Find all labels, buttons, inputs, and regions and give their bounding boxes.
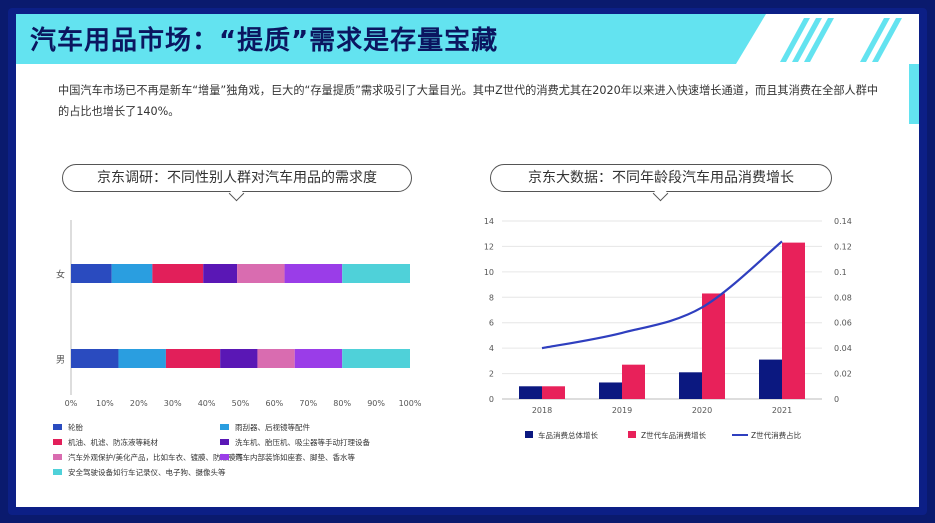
legend-swatch	[628, 431, 636, 438]
bar-segment-1-1	[118, 349, 166, 368]
y-right-tick-label: 0.08	[834, 293, 852, 302]
gender-demand-chart: 女男 0% 10% 20% 30% 40% 50% 60% 70% 80% 90% 100% 轮胎 雨刮器…	[53, 220, 422, 477]
y-right-tick-label: 0.14	[834, 217, 852, 226]
bar-0-1	[599, 382, 622, 399]
x-tick-label: 50%	[232, 399, 250, 408]
bar-1-3	[782, 242, 805, 399]
y-right-tick-label: 0.04	[834, 344, 852, 353]
y-tick-label: 女	[56, 269, 65, 281]
legend-label: Z世代消费占比	[751, 430, 802, 440]
bar-segment-0-6	[342, 264, 410, 283]
x-tick-label: 20%	[130, 399, 148, 408]
x-tick-label: 2018	[532, 406, 552, 415]
x-tick-label: 100%	[399, 399, 422, 408]
legend-label: 汽车内部装饰如座套、脚垫、香水等	[235, 452, 355, 462]
legend-swatch	[220, 424, 229, 430]
bar-segment-1-3	[220, 349, 258, 368]
bar-segment-0-3	[203, 264, 238, 283]
legend-swatch	[53, 469, 62, 475]
y-left-tick-label: 8	[489, 293, 494, 302]
y-left-tick-label: 4	[489, 344, 494, 353]
bar-segment-1-0	[71, 349, 119, 368]
legend-label: 轮胎	[68, 422, 83, 432]
x-tick-label: 60%	[266, 399, 284, 408]
x-tick-label: 2021	[772, 406, 792, 415]
x-tick-label: 80%	[333, 399, 351, 408]
y-right-tick-label: 0.1	[834, 268, 847, 277]
bar-1-0	[542, 386, 565, 399]
legend-label: 洗车机、胎压机、吸尘器等手动打理设备	[235, 437, 370, 447]
legend-label: 安全驾驶设备如行车记录仪、电子狗、摄像头等	[68, 467, 226, 477]
x-tick-label: 10%	[96, 399, 114, 408]
bar-segment-1-4	[257, 349, 295, 368]
x-tick-label: 40%	[198, 399, 216, 408]
x-tick-label: 30%	[164, 399, 182, 408]
bar-segment-0-1	[111, 264, 153, 283]
legend-swatch	[53, 454, 62, 460]
bar-segment-1-2	[165, 349, 221, 368]
bar-segment-0-2	[152, 264, 204, 283]
bar-segment-0-0	[71, 264, 112, 283]
bar-segment-0-5	[284, 264, 343, 283]
bar-segment-1-6	[342, 349, 410, 368]
bar-segment-1-5	[294, 349, 343, 368]
legend-label: Z世代车品消费增长	[641, 430, 707, 440]
y-right-tick-label: 0.02	[834, 370, 852, 379]
description-text: 中国汽车市场已不再是新车“增量”独角戏，巨大的“存量提质”需求吸引了大量目光。其…	[58, 84, 879, 118]
series-line	[541, 240, 783, 350]
age-growth-chart: 0 2 4 6 8 10 12 14 0 0.02 0.04 0.06 0.08 0.1 0.12 0.14 2…	[484, 217, 852, 440]
y-left-tick-label: 0	[489, 395, 494, 404]
y-right-tick-label: 0	[834, 395, 839, 404]
legend-label: 机油、机滤、防冻液等耗材	[68, 437, 158, 447]
bar-0-0	[519, 386, 542, 399]
right-chart-title: 京东大数据：不同年龄段汽车用品消费增长	[490, 164, 832, 192]
y-right-tick-label: 0.06	[834, 319, 852, 328]
page-title: 汽车用品市场：“提质”需求是存量宝藏	[30, 26, 499, 56]
content-card	[16, 14, 919, 507]
y-left-tick-label: 14	[484, 217, 494, 226]
y-left-tick-label: 12	[484, 242, 494, 251]
decorative-stripes	[780, 18, 902, 62]
legend-swatch	[53, 439, 62, 445]
y-right-tick-label: 0.12	[834, 242, 852, 251]
y-left-tick-label: 6	[489, 319, 494, 328]
left-chart-title: 京东调研：不同性别人群对汽车用品的需求度	[62, 164, 412, 192]
y-tick-label: 男	[56, 355, 65, 366]
legend-label: 汽车外观保护/美化产品，比如车衣、镀膜、防爆膜等	[68, 452, 244, 462]
decorative-side-bar	[909, 64, 919, 124]
legend-swatch	[220, 454, 229, 460]
legend-swatch	[220, 439, 229, 445]
y-left-tick-label: 10	[484, 268, 494, 277]
bar-1-2	[702, 293, 725, 399]
x-tick-label: 2020	[692, 406, 712, 415]
legend-swatch	[525, 431, 533, 438]
bar-segment-0-4	[237, 264, 285, 283]
bar-1-1	[622, 364, 645, 399]
legend-label: 车品消费总体增长	[538, 430, 598, 440]
legend-label: 雨刮器、后视镜等配件	[235, 422, 310, 432]
y-left-tick-label: 2	[489, 370, 494, 379]
bar-0-2	[679, 372, 702, 399]
x-tick-label: 2019	[612, 406, 632, 415]
x-tick-label: 90%	[367, 399, 385, 408]
bar-0-3	[759, 359, 782, 399]
x-tick-label: 0%	[65, 399, 78, 408]
legend-swatch	[53, 424, 62, 430]
title-bar	[16, 14, 766, 64]
x-tick-label: 70%	[299, 399, 317, 408]
